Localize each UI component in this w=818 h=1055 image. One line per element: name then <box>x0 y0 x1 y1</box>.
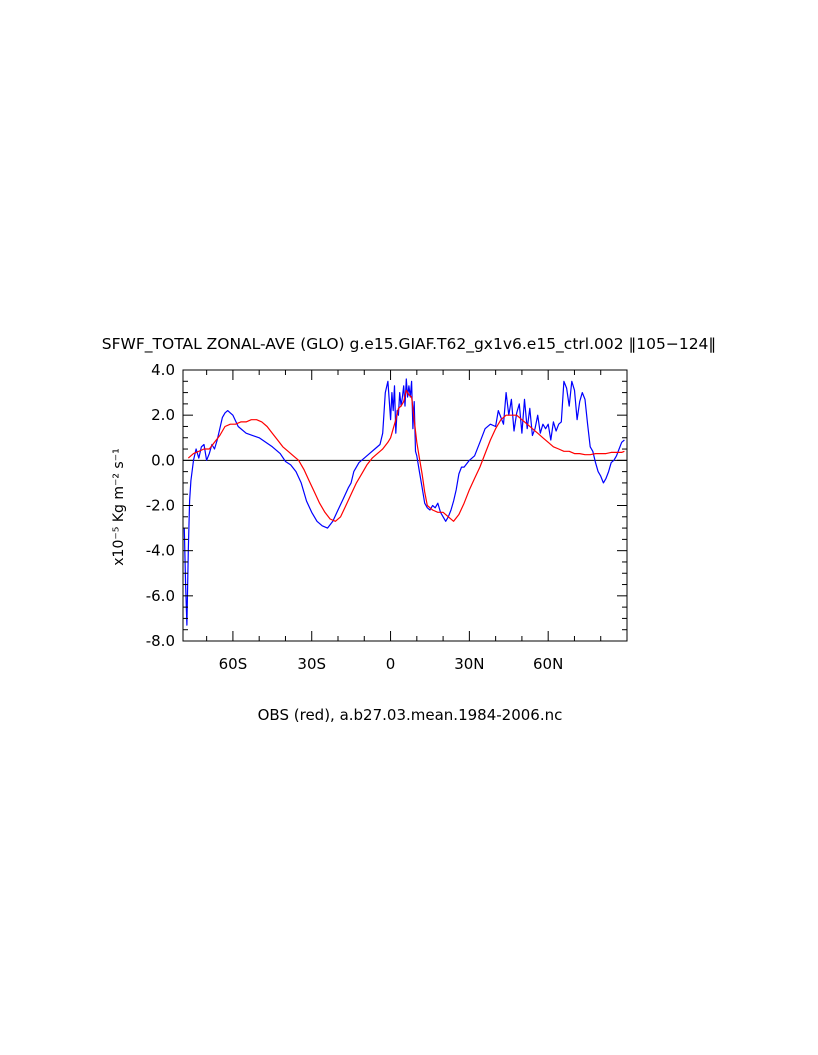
x-tick-label: 60S <box>219 655 248 673</box>
y-tick-label: -8.0 <box>146 632 175 650</box>
series-line-0 <box>183 378 625 626</box>
x-tick-label: 60N <box>533 655 563 673</box>
x-axis-caption: OBS (red), a.b27.03.mean.1984-2006.nc <box>258 706 563 724</box>
y-axis-label: x10⁻⁵ Kg m⁻² s⁻¹ <box>111 448 127 565</box>
x-tick-label: 0 <box>386 655 396 673</box>
y-tick-label: -4.0 <box>146 542 175 560</box>
y-tick-label: 0.0 <box>151 451 175 469</box>
plot-area: 4.0 2.0 0.0 -2.0 -4.0 -6.0 -8.0 60S 30S 0 30N 60N <box>146 361 628 673</box>
y-tick-label: 4.0 <box>151 361 175 379</box>
x-tick-label: 30N <box>454 655 484 673</box>
chart-title: SFWF_TOTAL ZONAL-AVE (GLO) g.e15.GIAF.T6… <box>102 335 716 354</box>
y-tick-label: -2.0 <box>146 497 175 515</box>
series-line-1 <box>187 389 625 522</box>
plot-frame <box>182 369 628 642</box>
y-tick-label: -6.0 <box>146 587 175 605</box>
y-tick-label: 2.0 <box>151 406 175 424</box>
x-tick-label: 30S <box>297 655 326 673</box>
